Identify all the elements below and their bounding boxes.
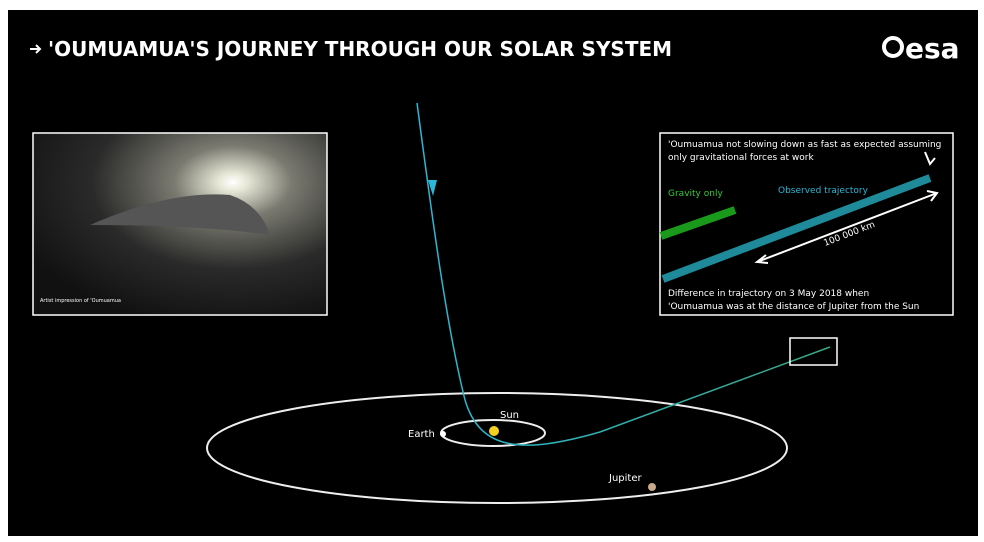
inset-text: 'Oumuamua was at the distance of Jupiter… (668, 302, 919, 312)
gravity-label: Gravity only (668, 189, 723, 199)
title: 'OUMUAMUA'S JOURNEY THROUGH OUR SOLAR SY… (48, 37, 672, 61)
sun (489, 426, 499, 436)
earth (440, 431, 446, 437)
jupiter-label: Jupiter (608, 473, 642, 484)
earth-label: Earth (408, 429, 435, 440)
inset-text: only gravitational forces at work (668, 153, 814, 163)
infographic: 'OUMUAMUA'S JOURNEY THROUGH OUR SOLAR SY… (0, 0, 984, 542)
jupiter (648, 483, 656, 491)
image-caption: Artist impression of 'Oumuamua (40, 298, 121, 304)
logo: esa (905, 32, 960, 65)
inset-text: Difference in trajectory on 3 May 2018 w… (668, 289, 869, 299)
sun-label: Sun (500, 410, 519, 421)
inset-text: 'Oumuamua not slowing down as fast as ex… (668, 140, 941, 150)
observed-label: Observed trajectory (778, 186, 869, 196)
